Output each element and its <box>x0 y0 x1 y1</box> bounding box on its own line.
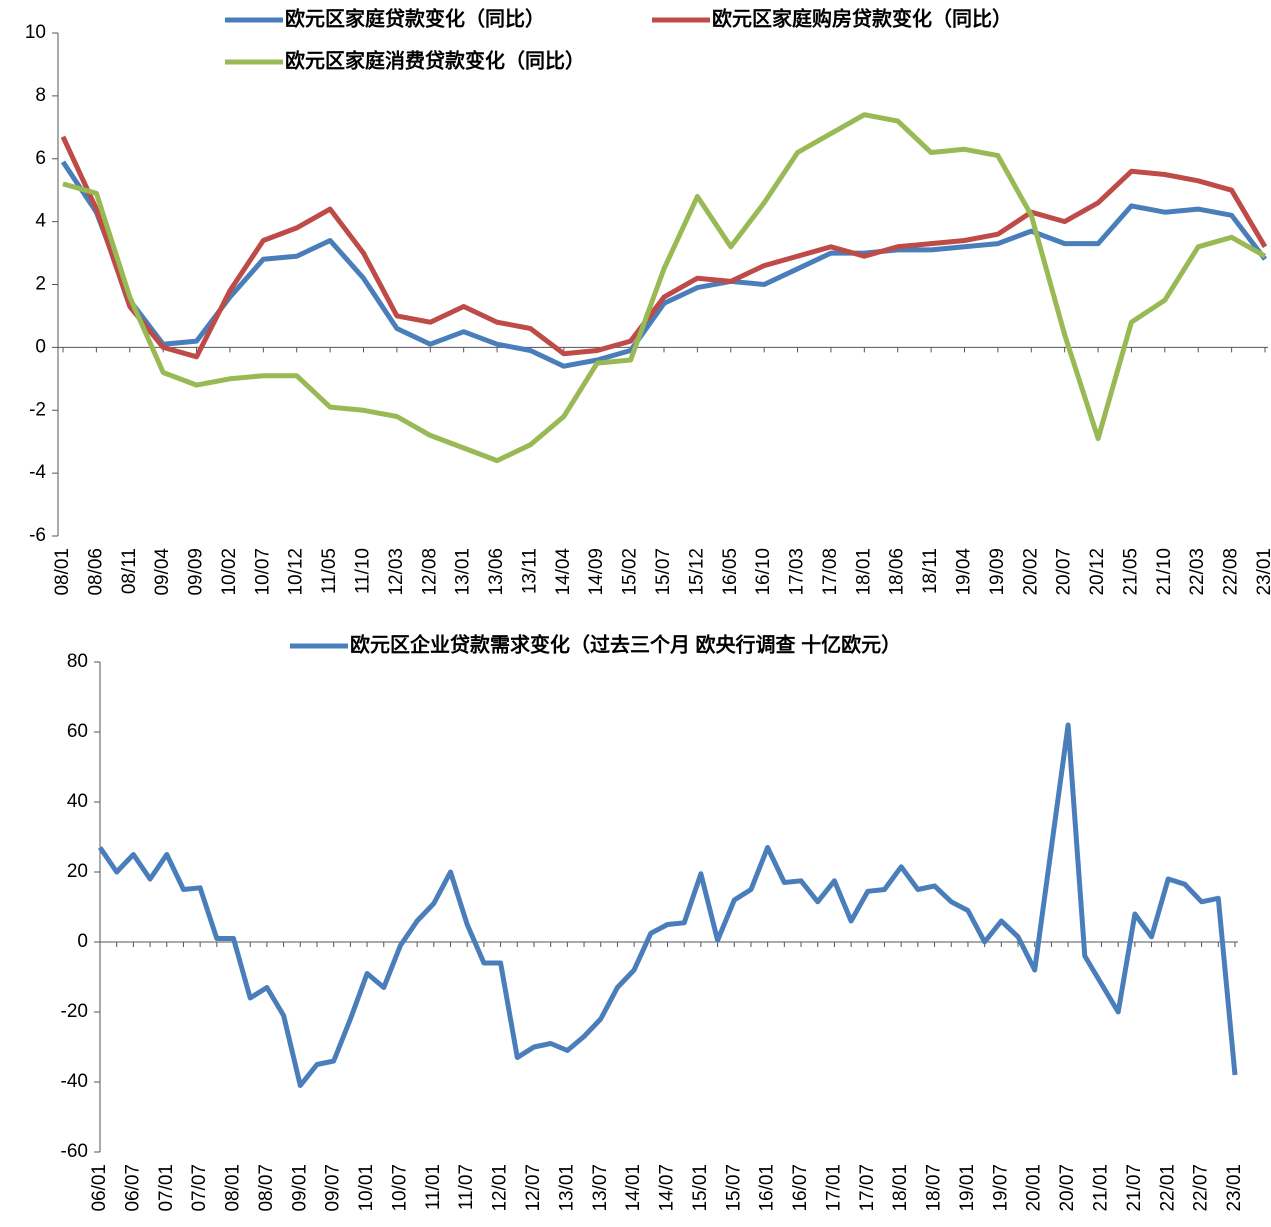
x-tick-label: 21/01 <box>1090 1164 1111 1212</box>
x-tick-label: 13/06 <box>486 548 507 596</box>
chart: -6-4-2024681008/0108/0608/1109/0409/0910… <box>0 0 1271 1227</box>
legend-label: 欧元区企业贷款需求变化（过去三个月 欧央行调查 十亿欧元） <box>350 632 901 656</box>
x-tick-label: 20/12 <box>1087 548 1108 596</box>
x-tick-label: 22/08 <box>1221 548 1242 596</box>
x-tick-label: 10/02 <box>219 548 240 596</box>
y-tick-label: -60 <box>61 1141 88 1162</box>
x-tick-label: 15/01 <box>690 1164 711 1212</box>
x-tick-label: 10/12 <box>286 548 307 596</box>
x-tick-label: 11/05 <box>319 548 340 594</box>
x-tick-label: 12/01 <box>490 1164 511 1212</box>
x-tick-label: 13/11 <box>519 548 540 594</box>
x-tick-label: 20/01 <box>1024 1164 1045 1212</box>
x-tick-label: 16/10 <box>753 548 774 596</box>
y-tick-label: -4 <box>29 462 46 483</box>
y-tick-label: 0 <box>77 931 88 952</box>
x-tick-label: 21/05 <box>1120 548 1141 596</box>
x-tick-label: 14/07 <box>657 1164 678 1212</box>
y-tick-label: 80 <box>67 651 88 672</box>
x-tick-label: 22/03 <box>1187 548 1208 596</box>
y-tick-label: 20 <box>67 861 88 882</box>
x-tick-label: 11/10 <box>353 548 374 594</box>
x-tick-label: 16/05 <box>720 548 741 596</box>
x-tick-label: 06/07 <box>122 1164 143 1212</box>
x-tick-label: 19/04 <box>954 548 975 596</box>
x-tick-label: 08/07 <box>256 1164 277 1212</box>
x-tick-label: 15/07 <box>653 548 674 596</box>
y-tick-label: -20 <box>61 1001 88 1022</box>
x-tick-label: 09/07 <box>323 1164 344 1212</box>
x-tick-label: 15/12 <box>686 548 707 596</box>
x-tick-label: 10/01 <box>356 1164 377 1212</box>
y-tick-label: 4 <box>35 211 46 232</box>
x-tick-label: 09/04 <box>152 548 173 596</box>
series-line <box>100 725 1235 1086</box>
x-tick-label: 07/01 <box>156 1164 177 1212</box>
x-tick-label: 20/02 <box>1020 548 1041 596</box>
x-tick-label: 23/01 <box>1254 548 1271 596</box>
x-tick-label: 10/07 <box>389 1164 410 1212</box>
x-tick-label: 17/07 <box>857 1164 878 1212</box>
x-tick-label: 14/04 <box>553 548 574 596</box>
x-tick-label: 09/01 <box>289 1164 310 1212</box>
x-tick-label: 14/01 <box>623 1164 644 1212</box>
x-tick-label: 15/02 <box>620 548 641 596</box>
legend-label: 欧元区家庭消费贷款变化（同比） <box>285 48 585 72</box>
x-tick-label: 11/01 <box>423 1164 444 1210</box>
x-tick-label: 17/01 <box>823 1164 844 1212</box>
y-tick-label: 8 <box>35 85 46 106</box>
x-tick-label: 18/11 <box>920 548 941 594</box>
x-tick-label: 18/07 <box>924 1164 945 1212</box>
x-tick-label: 07/07 <box>189 1164 210 1212</box>
x-tick-label: 13/07 <box>590 1164 611 1212</box>
x-tick-label: 08/01 <box>52 548 73 596</box>
x-tick-label: 19/01 <box>957 1164 978 1212</box>
x-tick-label: 18/01 <box>890 1164 911 1212</box>
x-tick-label: 20/07 <box>1054 548 1075 596</box>
y-tick-label: 60 <box>67 721 88 742</box>
x-tick-label: 15/07 <box>723 1164 744 1212</box>
x-tick-label: 18/01 <box>853 548 874 596</box>
x-tick-label: 16/07 <box>790 1164 811 1212</box>
y-tick-label: 6 <box>35 148 46 169</box>
x-tick-label: 06/01 <box>89 1164 110 1212</box>
series-line <box>63 115 1265 461</box>
x-tick-label: 11/07 <box>456 1164 477 1210</box>
x-tick-label: 19/09 <box>987 548 1008 596</box>
x-tick-label: 12/07 <box>523 1164 544 1212</box>
series-line <box>63 137 1265 357</box>
x-tick-label: 14/09 <box>586 548 607 596</box>
x-tick-label: 21/10 <box>1154 548 1175 596</box>
x-tick-label: 22/07 <box>1191 1164 1212 1212</box>
x-tick-label: 17/08 <box>820 548 841 596</box>
x-tick-label: 23/01 <box>1224 1164 1245 1212</box>
x-tick-label: 09/09 <box>186 548 207 596</box>
y-tick-label: -2 <box>29 399 46 420</box>
x-tick-label: 12/03 <box>386 548 407 596</box>
x-tick-label: 10/07 <box>252 548 273 596</box>
y-tick-label: -6 <box>29 525 46 546</box>
y-tick-label: 40 <box>67 791 88 812</box>
y-tick-label: -40 <box>61 1071 88 1092</box>
legend-label: 欧元区家庭贷款变化（同比） <box>285 6 545 30</box>
x-tick-label: 08/06 <box>85 548 106 596</box>
y-tick-label: 10 <box>25 22 46 43</box>
x-tick-label: 08/11 <box>119 548 140 594</box>
x-tick-label: 08/01 <box>223 1164 244 1212</box>
y-tick-label: 0 <box>35 336 46 357</box>
x-tick-label: 12/08 <box>419 548 440 596</box>
legend-label: 欧元区家庭购房贷款变化（同比） <box>712 6 1012 30</box>
x-tick-label: 17/03 <box>787 548 808 596</box>
x-tick-label: 20/07 <box>1057 1164 1078 1212</box>
x-tick-label: 13/01 <box>556 1164 577 1212</box>
x-tick-label: 22/01 <box>1157 1164 1178 1212</box>
x-tick-label: 19/07 <box>990 1164 1011 1212</box>
x-tick-label: 13/01 <box>453 548 474 596</box>
x-tick-label: 16/01 <box>757 1164 778 1212</box>
x-tick-label: 18/06 <box>887 548 908 596</box>
y-tick-label: 2 <box>35 274 46 295</box>
x-tick-label: 21/07 <box>1124 1164 1145 1212</box>
